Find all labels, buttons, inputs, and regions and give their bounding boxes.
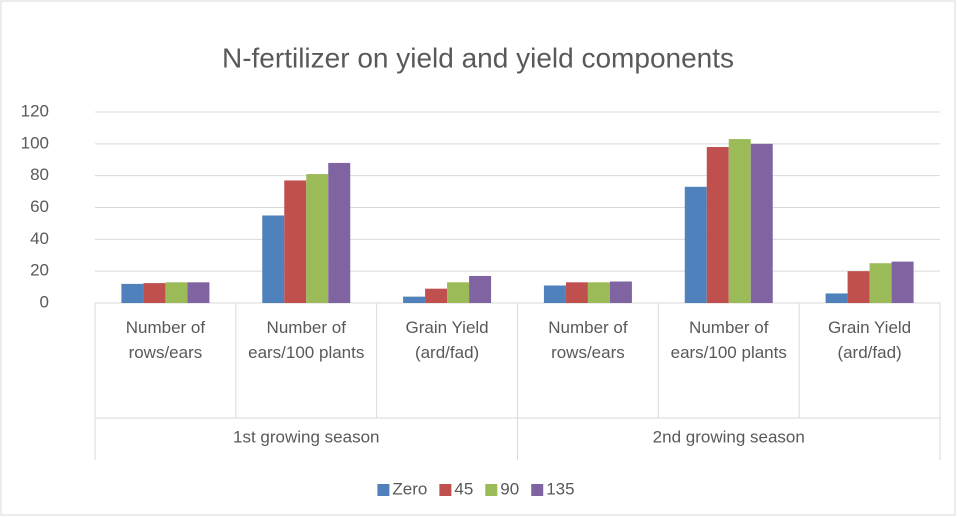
bar: [187, 282, 210, 303]
legend-label: 90: [500, 479, 519, 498]
x-tick-label: Number of ears/100 plants: [670, 318, 787, 362]
bar: [403, 296, 426, 303]
legend-swatch: [377, 484, 390, 496]
bar: [728, 139, 751, 303]
legend-swatch: [439, 484, 452, 496]
x-tick-label: Number of rows/ears: [548, 318, 628, 362]
category-group-label: 1st growing season: [233, 427, 379, 446]
bar: [306, 174, 329, 303]
bar: [284, 180, 307, 303]
bar: [847, 271, 870, 303]
y-tick-label: 100: [21, 133, 49, 152]
y-tick-label: 120: [21, 101, 49, 120]
bar: [609, 281, 632, 303]
y-tick-label: 40: [30, 229, 49, 248]
bar: [165, 282, 188, 303]
bar: [706, 147, 729, 303]
x-tick-label: Number of ears/100 plants: [248, 318, 365, 362]
legend-label: 45: [454, 479, 473, 498]
bar: [543, 285, 566, 303]
y-tick-label: 80: [30, 165, 49, 184]
bar: [587, 282, 610, 303]
x-tick-label: Grain Yield (ard/fad): [827, 318, 912, 362]
legend-label: 135: [546, 479, 574, 498]
bar: [143, 283, 166, 303]
bar: [262, 215, 285, 303]
bar: [121, 283, 144, 303]
legend-swatch: [485, 484, 498, 496]
bar: [425, 288, 448, 303]
bar: [869, 263, 892, 303]
legend-swatch: [531, 484, 544, 496]
legend-label: Zero: [392, 479, 427, 498]
bar: [447, 282, 470, 303]
bar: [684, 186, 707, 303]
bar: [328, 162, 351, 303]
bar: [825, 293, 848, 303]
x-tick-label: Grain Yield (ard/fad): [405, 318, 489, 362]
x-tick-label: Number of rows/ears: [125, 318, 206, 362]
category-group-label: 2nd growing season: [653, 427, 805, 446]
bar: [891, 261, 914, 303]
bar: [565, 282, 588, 303]
y-tick-label: 0: [40, 292, 49, 311]
bar: [750, 143, 773, 303]
y-tick-label: 20: [30, 261, 49, 280]
y-tick-label: 60: [30, 197, 49, 216]
chart-title: N-fertilizer on yield and yield componen…: [222, 42, 734, 73]
bar: [469, 275, 492, 303]
